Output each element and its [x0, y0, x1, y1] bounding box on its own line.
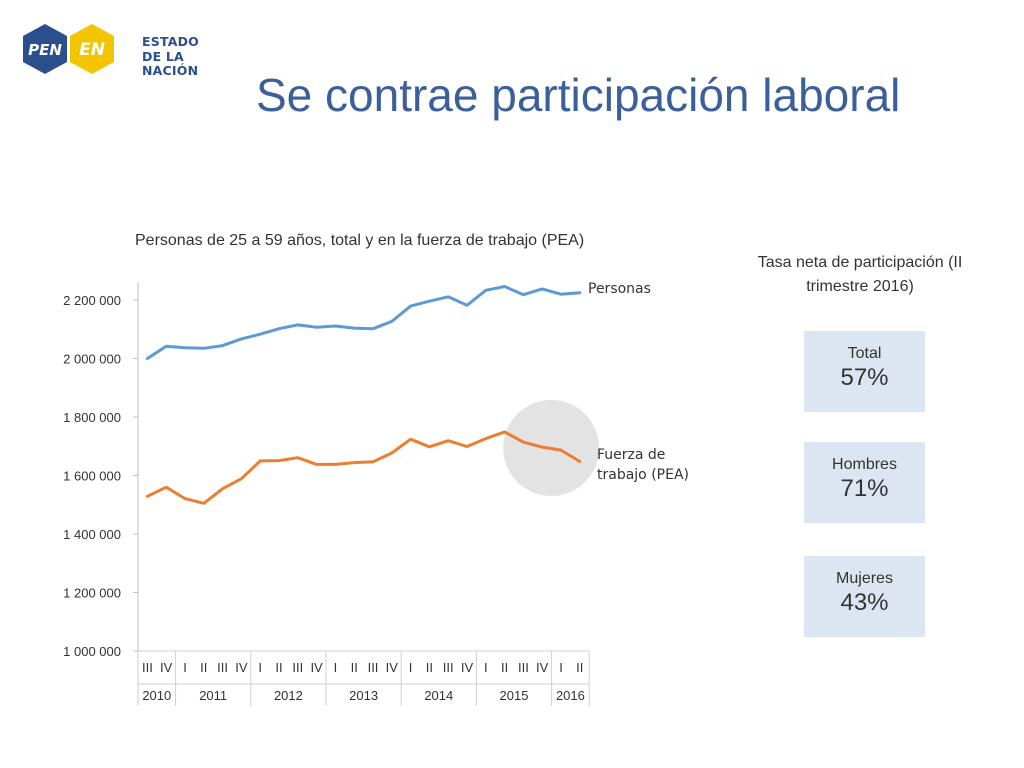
rate-label: Total	[847, 345, 882, 362]
x-tick-label: I	[484, 660, 488, 675]
rate-box-hombres: Hombres 71%	[804, 442, 925, 523]
x-tick-label: II	[351, 660, 358, 675]
x-tick-label: III	[292, 660, 303, 675]
rate-value: 71%	[840, 475, 889, 502]
page-title: Se contrae participación laboral	[256, 69, 901, 121]
x-tick-label: II	[426, 660, 433, 675]
x-tick-label: III	[368, 660, 379, 675]
rate-label: Hombres	[832, 456, 897, 473]
y-tick-label: 1 800 000	[63, 410, 121, 425]
chart-subtitle: Personas de 25 a 59 años, total y en la …	[135, 232, 585, 249]
en-hexagon	[70, 24, 114, 74]
logo-badges: PEN EN	[23, 24, 114, 74]
rate-value: 43%	[840, 589, 889, 616]
rate-box-total: Total 57%	[804, 331, 925, 412]
x-year-label: 2010	[142, 688, 171, 703]
x-tick-label: II	[200, 660, 207, 675]
x-year-label: 2015	[500, 688, 529, 703]
y-tick-label: 1 200 000	[63, 586, 121, 601]
x-tick-label: IV	[310, 660, 323, 675]
logo-line-2: DE LA NACIÓN	[142, 49, 199, 78]
x-tick-label: I	[334, 660, 338, 675]
series-line-personas	[145, 285, 582, 360]
x-year-label: 2011	[199, 688, 227, 703]
x-tick-label: I	[258, 660, 262, 675]
x-tick-label: IV	[461, 660, 474, 675]
x-tick-label: III	[142, 660, 153, 675]
y-tick-label: 1 400 000	[63, 527, 121, 542]
x-tick-label: II	[576, 660, 583, 675]
y-tick-label: 2 000 000	[63, 352, 121, 367]
x-year-label: 2016	[556, 688, 585, 703]
x-tick-label: IV	[386, 660, 399, 675]
x-tick-label: IV	[536, 660, 549, 675]
y-tick-label: 1 600 000	[63, 469, 121, 484]
pen-hexagon	[23, 24, 67, 74]
x-tick-label: IV	[160, 660, 173, 675]
x-tick-label: III	[443, 660, 454, 675]
series-label-personas: Personas	[588, 281, 651, 297]
x-year-label: 2014	[424, 688, 453, 703]
logo-line-1: ESTADO	[142, 34, 199, 49]
y-tick-label: 2 200 000	[63, 293, 121, 308]
x-tick-label: I	[409, 660, 413, 675]
x-year-label: 2013	[349, 688, 378, 703]
rate-value: 57%	[840, 364, 889, 391]
pen-badge-text: PEN	[28, 41, 62, 59]
en-badge-text: EN	[79, 40, 105, 60]
rate-box-mujeres: Mujeres 43%	[804, 556, 925, 637]
series-line-pea	[145, 430, 582, 505]
series-label-pea: Fuerza de trabajo (PEA)	[597, 447, 689, 483]
estado-nacion-logo: PEN EN ESTADO DE LA NACIÓN	[20, 22, 220, 78]
x-tick-label: IV	[235, 660, 248, 675]
x-tick-label: III	[518, 660, 529, 675]
y-tick-label: 1 000 000	[63, 644, 121, 659]
rate-label: Mujeres	[836, 570, 893, 587]
rate-panel-title: Tasa neta de participación (II trimestre…	[757, 254, 963, 295]
x-year-label: 2012	[274, 688, 303, 703]
x-tick-label: III	[217, 660, 228, 675]
x-tick-label: II	[501, 660, 508, 675]
x-tick-label: II	[275, 660, 282, 675]
x-tick-label: I	[559, 660, 563, 675]
x-tick-label: I	[183, 660, 187, 675]
